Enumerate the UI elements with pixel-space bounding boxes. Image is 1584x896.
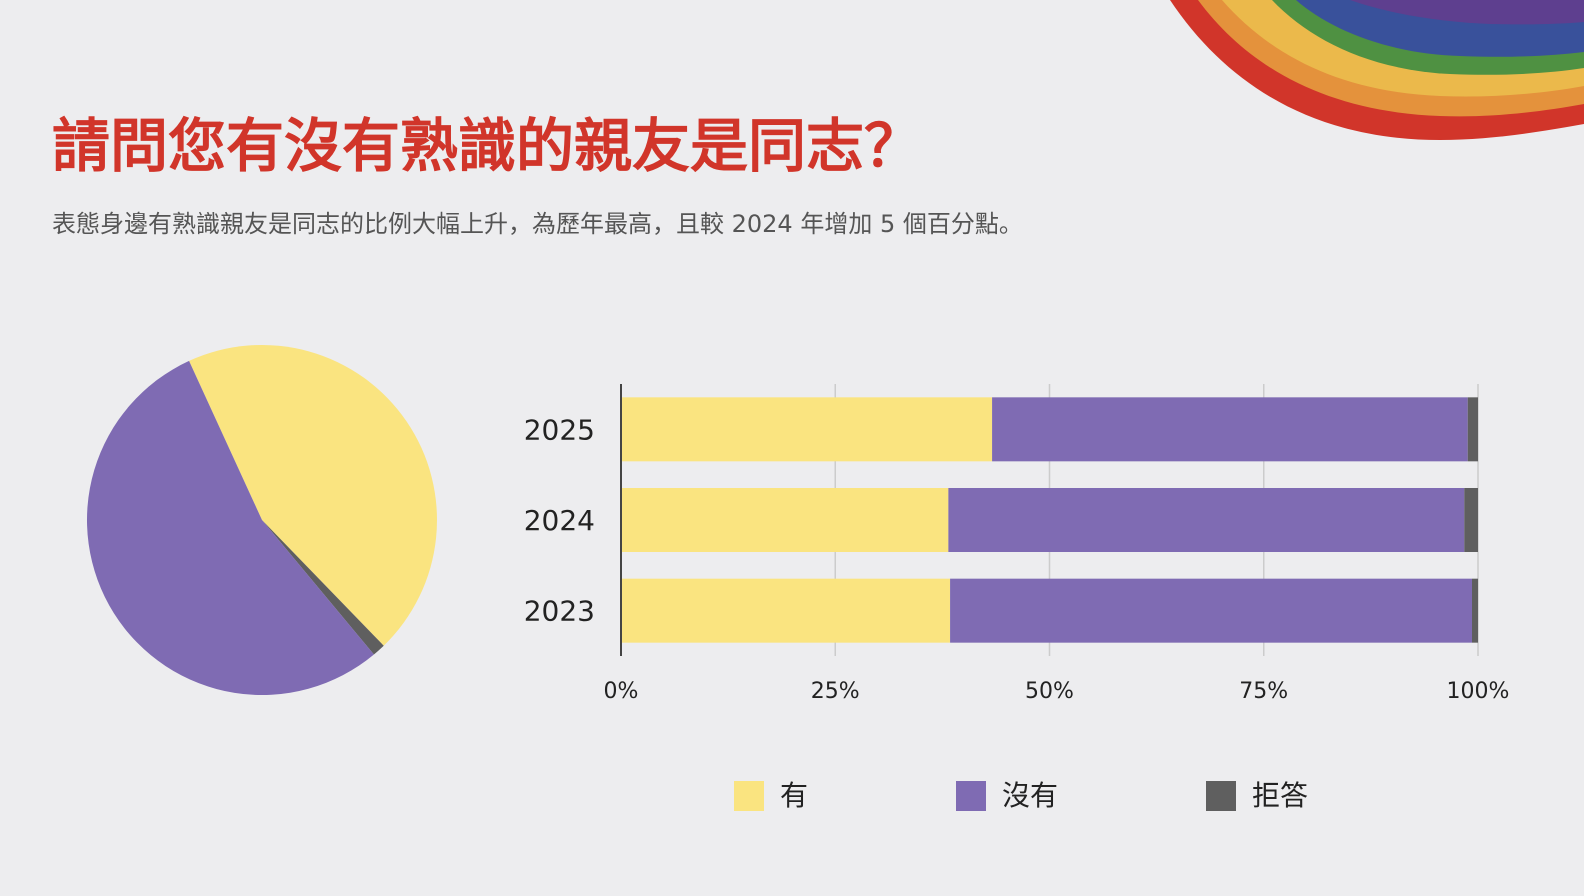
page-subtitle: 表態身邊有熟識親友是同志的比例大幅上升，為歷年最高，且較 2024 年增加 5 … bbox=[52, 210, 1023, 238]
bar-2023-1 bbox=[950, 578, 1472, 643]
legend-item-0: 有 bbox=[734, 776, 808, 816]
bar-2025-1 bbox=[992, 397, 1468, 462]
x-tick-label-3: 75% bbox=[1239, 679, 1288, 704]
bar-2025-2 bbox=[1467, 397, 1478, 462]
x-tick-label-2: 50% bbox=[1025, 679, 1074, 704]
x-tick-label-0: 0% bbox=[604, 679, 639, 704]
legend-item-1: 沒有 bbox=[956, 776, 1058, 816]
legend-swatch-0 bbox=[734, 781, 764, 811]
bar-2024-0 bbox=[621, 488, 949, 552]
legend-label-1: 沒有 bbox=[1002, 779, 1059, 812]
bar-2024-1 bbox=[948, 488, 1465, 552]
x-tick-label-1: 25% bbox=[811, 679, 860, 704]
chart-legend: 有 沒有 拒答 bbox=[0, 776, 1584, 816]
x-tick-label-4: 100% bbox=[1447, 679, 1510, 704]
legend-label-2: 拒答 bbox=[1252, 779, 1309, 812]
legend-swatch-1 bbox=[956, 781, 986, 811]
y-tick-label-0: 2025 bbox=[524, 413, 595, 446]
bar-2024-2 bbox=[1464, 488, 1478, 552]
bar-2025-0 bbox=[621, 397, 993, 462]
legend-item-2: 拒答 bbox=[1206, 776, 1308, 816]
y-tick-label-1: 2024 bbox=[524, 504, 595, 537]
pie-slice-2 bbox=[86, 360, 374, 696]
bar-2023-2 bbox=[1472, 578, 1478, 643]
rainbow-purple-band bbox=[1350, 0, 1584, 25]
legend-label-0: 有 bbox=[780, 779, 809, 812]
pie-slice-0 bbox=[189, 345, 437, 646]
bar-2023-0 bbox=[621, 578, 951, 643]
pie-slice-1 bbox=[262, 520, 384, 655]
y-tick-label-2: 2023 bbox=[524, 595, 595, 628]
page-title: 請問您有沒有熟識的親友是同志？ bbox=[52, 112, 923, 180]
legend-swatch-2 bbox=[1206, 781, 1236, 811]
